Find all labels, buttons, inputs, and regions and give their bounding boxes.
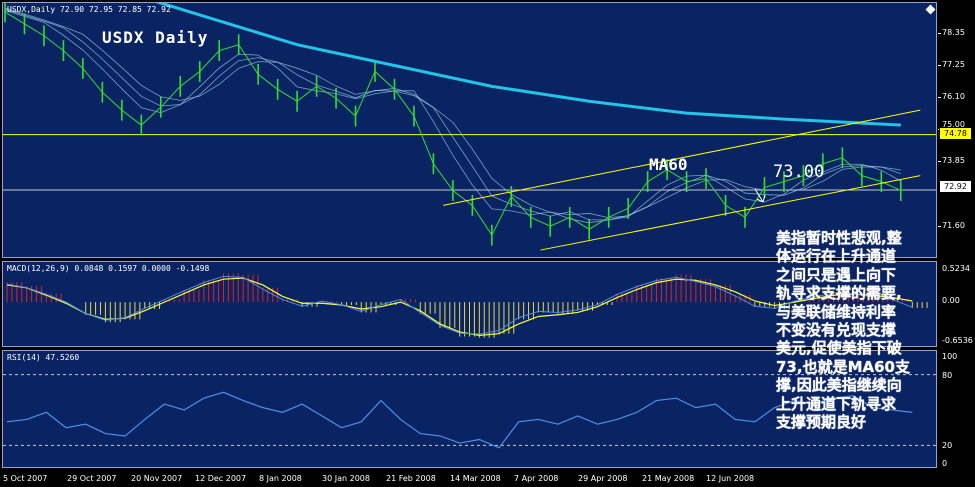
macd-tick-label: 0.00 — [942, 296, 960, 305]
y-tick-label: 77.25 — [942, 60, 965, 69]
y-tick-label: 71.60 — [942, 221, 965, 230]
rsi-line — [6, 391, 913, 449]
x-tick-label: 29 Oct 2007 — [67, 474, 117, 483]
x-tick-label: 5 Oct 2007 — [3, 474, 48, 483]
macd-main-line — [6, 275, 913, 335]
commentary-line: 美指暂时性悲观,整 — [776, 229, 902, 247]
commentary-line: 不变没有兑现支撑 — [776, 321, 897, 340]
x-tick-label: 30 Jan 2008 — [322, 474, 370, 483]
commentary-line: 撑,因此美指继续向 — [776, 376, 902, 395]
short-ma-line — [4, 8, 901, 221]
x-tick-label: 14 Mar 2008 — [450, 474, 501, 483]
trend-channel-line — [540, 175, 921, 251]
time-axis: 5 Oct 2007 29 Oct 2007 20 Nov 2007 12 De… — [2, 470, 937, 487]
level-annotation: 73.00 — [773, 162, 825, 182]
symbol-label: USDX,Daily 72.90 72.95 72.85 72.92 — [7, 5, 171, 14]
rsi-tick-label: 80 — [942, 371, 953, 380]
commentary-line: 之间只是遇上向下 — [776, 265, 897, 284]
x-tick-label: 8 Jan 2008 — [259, 474, 302, 483]
commentary-line: 与美联储维持利率 — [776, 302, 897, 321]
rsi-chart-svg — [3, 374, 936, 449]
chart-title: USDX Daily — [102, 28, 209, 47]
macd-chart-svg — [6, 273, 928, 338]
price-axis: 78.35 77.25 76.10 75.00 74.78 73.85 72.9… — [938, 0, 975, 487]
commentary-line: 上升通道下轨寻求 — [776, 394, 897, 413]
y-tick-label: 73.85 — [942, 156, 965, 165]
short-ma-line — [4, 7, 901, 219]
resistance-price-box: 74.78 — [939, 127, 972, 140]
commentary-line: 美元,促使美指下破 — [776, 339, 902, 358]
x-tick-label: 12 Dec 2007 — [195, 474, 247, 483]
x-tick-label: 12 Jun 2008 — [706, 474, 755, 483]
x-tick-label: 29 Apr 2008 — [578, 474, 628, 483]
short-ma-line — [4, 10, 901, 224]
commentary-line: 支撑预期良好 — [776, 413, 867, 432]
x-tick-label: 21 Feb 2008 — [386, 474, 436, 483]
price-pane[interactable]: USDX,Daily 72.90 72.95 72.85 72.92 USDX … — [2, 2, 937, 258]
long-ma-line — [155, 3, 901, 127]
y-tick-label: 78.35 — [942, 28, 965, 37]
rsi-pane[interactable]: RSI(14) 47.5260 — [2, 350, 937, 468]
macd-label: MACD(12,26,9) 0.0848 0.1597 0.0000 -0.14… — [7, 264, 210, 273]
macd-tick-label: 0.5234 — [942, 264, 970, 273]
ma60-annotation: MA60 — [649, 155, 688, 174]
macd-signal-line — [6, 277, 913, 336]
macd-pane[interactable]: MACD(12,26,9) 0.0848 0.1597 0.0000 -0.14… — [2, 261, 937, 347]
price-chart-svg — [3, 3, 936, 251]
y-tick-label: 76.10 — [942, 92, 965, 101]
current-price-box: 72.92 — [939, 180, 972, 193]
commentary-line: 轨寻求支撑的需要, — [776, 284, 902, 303]
commentary-line: 73,也就是MA60支 — [776, 357, 910, 376]
x-tick-label: 20 Nov 2007 — [131, 474, 183, 483]
rsi-tick-label: 20 — [942, 441, 953, 450]
commentary-text: 美指暂时性悲观,整 体运行在上升通道 之间只是遇上向下 轨寻求支撑的需要, 与美… — [776, 229, 975, 431]
down-arrow-icon — [754, 188, 766, 203]
rsi-label: RSI(14) 47.5260 — [7, 353, 80, 362]
rsi-tick-label: 0 — [942, 459, 948, 468]
y-tick-label: 75.00 — [942, 120, 965, 129]
rsi-tick-label: 100 — [942, 352, 958, 361]
commentary-line: 体运行在上升通道 — [776, 247, 897, 266]
x-tick-label: 7 Apr 2008 — [514, 474, 559, 483]
price-line — [4, 11, 901, 237]
trend-channel-line — [443, 109, 921, 206]
x-tick-label: 21 May 2008 — [642, 474, 695, 483]
macd-tick-label: -0.6536 — [942, 336, 973, 345]
